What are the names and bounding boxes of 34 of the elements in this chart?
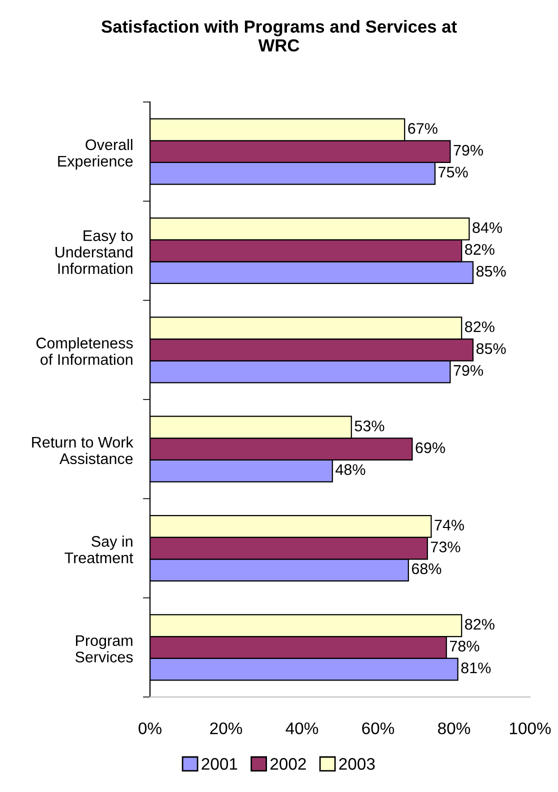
y-tick-label: Overall Experience [58,138,133,170]
y-tick-label: Completeness of Information [36,337,133,365]
x-tick-label: 40% [286,722,318,734]
data-label: 73% [430,542,460,552]
data-label: 79% [454,144,484,156]
data-label: 53% [354,420,384,432]
y-tick-label: Program Services [75,635,133,662]
x-tick-label: 20% [210,722,242,734]
data-label: 82% [465,244,494,255]
data-label: 82% [465,321,494,332]
data-label: 85% [476,343,506,354]
data-label: 81% [461,662,491,674]
legend-label: 2003 [339,758,375,770]
data-label: 48% [336,464,366,475]
y-tick-label: Easy to Understand Information [56,230,133,274]
data-label: 75% [438,166,468,178]
data-label: 79% [454,365,484,376]
data-label: 82% [465,618,494,630]
data-label: 78% [450,640,480,652]
data-label: 85% [476,266,506,277]
data-label: 84% [472,222,502,234]
chart-title: Satisfaction with Programs and Services at WRC [102,20,457,52]
data-label: 74% [434,520,464,530]
x-tick-label: 60% [362,722,394,734]
y-tick-label: Say in Treatment [64,536,134,564]
x-tick-label: 0% [138,722,162,734]
legend-label: 2001 [202,758,238,770]
legend-label: 2002 [270,758,306,770]
x-tick-label: 100% [510,722,551,734]
data-label: 68% [412,563,442,574]
x-tick-label: 80% [438,722,470,734]
data-label: 69% [416,442,446,454]
data-label: 67% [408,123,438,134]
y-tick-label: Return to Work Assistance [32,436,134,464]
